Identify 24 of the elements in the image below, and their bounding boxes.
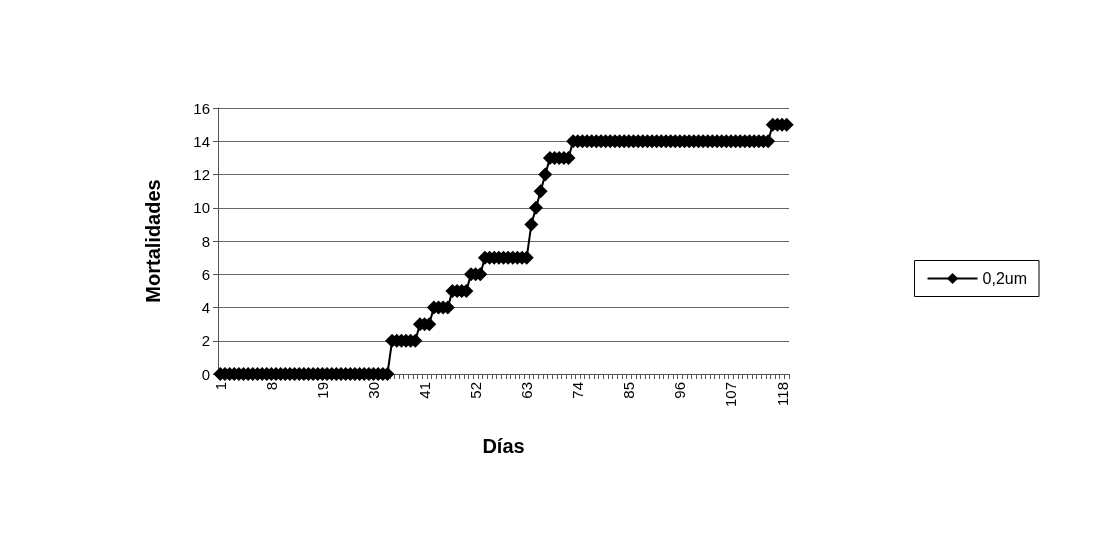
- x-tick-label: 41: [416, 382, 434, 399]
- y-tick-label: 8: [201, 232, 210, 250]
- x-tick-label: 74: [569, 382, 587, 399]
- x-tick-label: 63: [518, 382, 536, 399]
- y-axis-title: Mortalidades: [142, 179, 164, 303]
- x-tick-label: 52: [467, 382, 485, 399]
- legend-label: 0,2um: [982, 270, 1027, 287]
- x-tick-label: 107: [722, 382, 740, 408]
- y-tick-label: 14: [193, 132, 210, 150]
- y-tick-label: 16: [193, 99, 210, 117]
- x-tick-label: 85: [620, 382, 638, 399]
- y-tick-label: 4: [201, 299, 210, 316]
- x-tick-label: 8: [262, 382, 280, 391]
- y-tick-label: 6: [201, 265, 210, 283]
- x-axis-title: Días: [482, 435, 525, 457]
- x-tick-label: 1: [211, 382, 229, 391]
- x-tick-label: 19: [313, 382, 331, 399]
- y-tick-label: 0: [201, 365, 210, 383]
- y-tick-label: 10: [193, 199, 210, 217]
- x-tick-label: 118: [773, 382, 791, 406]
- y-tick-label: 12: [193, 166, 210, 183]
- x-tick-label: 96: [671, 382, 689, 399]
- y-tick-label: 2: [201, 332, 210, 350]
- x-tick-label: 30: [365, 382, 383, 399]
